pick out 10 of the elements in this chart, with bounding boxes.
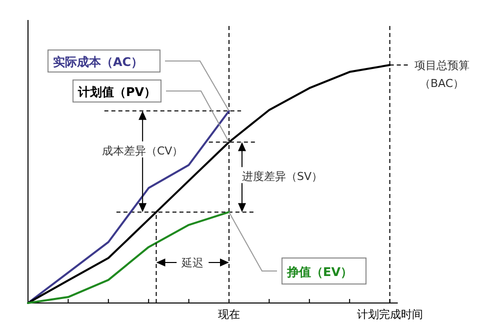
annotation: 进度差异（SV） — [242, 170, 323, 184]
x-tick-label: 计划完成时间 — [356, 308, 423, 321]
text: （BAC） — [420, 77, 464, 90]
x-tick-label: 现在 — [218, 308, 240, 321]
text: 计划值（PV） — [77, 85, 156, 99]
text: 项目总预算 — [414, 59, 470, 72]
text: 实际成本（AC） — [53, 55, 144, 69]
annotation: 成本差异（CV） — [102, 144, 184, 158]
text: 挣值（EV） — [286, 265, 352, 279]
annotation: 延迟 — [180, 256, 204, 270]
